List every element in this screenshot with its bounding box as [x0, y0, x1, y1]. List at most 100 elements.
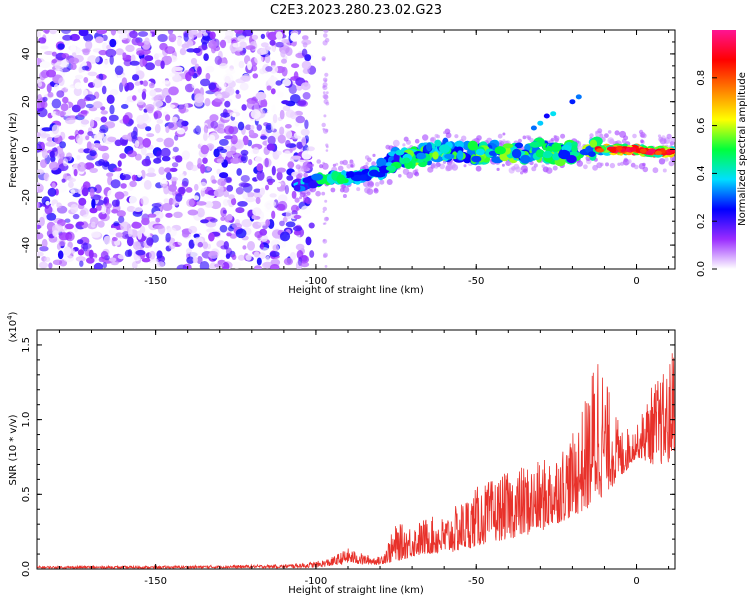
noise-blob: [147, 32, 153, 37]
noise-blob: [154, 59, 163, 67]
noise-blob: [68, 135, 76, 140]
noise-blob: [51, 98, 62, 109]
noise-blob: [118, 215, 125, 224]
noise-blob: [295, 115, 306, 124]
signal-halo: [605, 162, 609, 167]
noise-blob: [296, 141, 304, 149]
noise-blob: [85, 103, 94, 109]
noise-blob: [146, 237, 154, 246]
noise-blob: [322, 85, 328, 91]
noise-blob: [323, 114, 327, 118]
noise-blob: [104, 121, 116, 129]
noise-blob: [121, 104, 129, 109]
signal-halo: [305, 163, 313, 171]
noise-blob: [64, 218, 71, 223]
noise-blob: [62, 158, 69, 167]
signal-halo: [429, 136, 437, 143]
noise-blob: [275, 182, 282, 188]
signal-halo: [634, 164, 639, 170]
noise-blob: [123, 59, 132, 67]
signal-streak: [537, 120, 544, 126]
noise-blob: [42, 96, 48, 102]
signal-blob: [393, 152, 400, 163]
noise-blob: [301, 150, 312, 160]
noise-blob: [64, 117, 76, 125]
noise-blob: [51, 51, 57, 57]
noise-blob: [160, 147, 171, 158]
signal-halo: [454, 134, 459, 139]
signal-halo: [640, 139, 644, 143]
noise-blob: [93, 101, 103, 109]
noise-blob: [179, 85, 187, 96]
noise-blob: [176, 264, 188, 269]
noise-blob: [208, 40, 218, 49]
noise-blob: [105, 207, 111, 215]
noise-blob: [70, 63, 77, 70]
signal-halo: [589, 133, 594, 138]
noise-blob: [165, 232, 171, 243]
signal-streak: [543, 113, 550, 119]
noise-blob: [58, 232, 70, 241]
signal-halo: [386, 179, 393, 185]
colorbar-tick-label: 0.4: [696, 165, 707, 181]
noise-blob: [102, 42, 108, 51]
noise-blob: [256, 163, 264, 172]
noise-blob: [325, 143, 329, 147]
noise-blob: [151, 203, 162, 208]
noise-blob: [47, 91, 54, 98]
noise-blob: [44, 30, 50, 35]
noise-blob: [107, 189, 115, 200]
noise-blob: [118, 33, 128, 41]
noise-blob: [129, 30, 138, 39]
noise-blob: [179, 164, 184, 174]
signal-halo: [330, 187, 336, 193]
noise-blob: [178, 104, 187, 114]
noise-blob: [162, 203, 173, 211]
noise-blob: [267, 31, 278, 41]
noise-blob: [269, 264, 280, 269]
noise-blob: [167, 30, 174, 35]
signal-halo: [577, 145, 583, 151]
noise-blob: [321, 122, 326, 128]
noise-blob: [49, 161, 59, 171]
signal-halo: [422, 134, 429, 141]
noise-blob: [188, 68, 195, 77]
snr-x-label: Height of straight line (km): [288, 585, 424, 596]
noise-blob: [201, 35, 211, 41]
signal-blob: [346, 171, 355, 178]
noise-blob: [68, 181, 74, 189]
noise-blob: [98, 49, 108, 56]
noise-blob: [223, 241, 229, 250]
noise-blob: [79, 260, 84, 267]
noise-blob: [301, 136, 307, 147]
noise-blob: [279, 126, 285, 136]
noise-blob: [188, 225, 198, 234]
noise-blob: [199, 261, 210, 269]
noise-blob: [122, 134, 130, 140]
noise-blob: [89, 167, 98, 173]
signal-blob: [494, 146, 506, 155]
signal-halo: [379, 179, 385, 185]
noise-blob: [231, 197, 237, 206]
signal-blob: [542, 150, 553, 159]
signal-halo: [552, 165, 558, 171]
noise-blob: [197, 66, 202, 75]
noise-blob: [277, 194, 288, 204]
noise-blob: [259, 228, 268, 236]
colorbar-tick-label: 0.2: [696, 213, 707, 229]
noise-blob: [265, 200, 277, 208]
noise-blob: [77, 148, 86, 153]
noise-blob: [248, 129, 255, 136]
noise-blob: [206, 228, 216, 233]
signal-halo: [371, 161, 376, 167]
noise-blob: [302, 92, 311, 100]
noise-blob: [172, 146, 179, 153]
noise-blob: [57, 250, 64, 260]
noise-blob: [279, 242, 286, 249]
noise-blob: [260, 33, 266, 40]
signal-halo: [658, 136, 664, 142]
noise-blob: [281, 66, 288, 77]
noise-blob: [214, 263, 225, 268]
noise-blob: [308, 222, 315, 229]
noise-blob: [84, 162, 95, 170]
